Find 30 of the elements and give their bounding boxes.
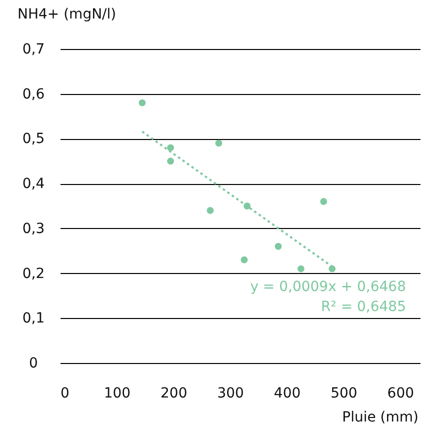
annotation: y = 0,0009x + 0,6468 (250, 279, 406, 295)
annotation: R² = 0,6485 (321, 299, 406, 315)
point (206, 207, 214, 214)
point (297, 265, 304, 272)
x-tick-label: 400 (274, 386, 301, 402)
point (167, 144, 174, 152)
x-tick-label: 300 (217, 386, 244, 402)
point (240, 256, 248, 264)
x-tick-label: 100 (104, 386, 131, 402)
point (138, 99, 146, 106)
x-tick-label: 0 (60, 386, 70, 402)
y-tick-label: 0,4 (22, 176, 45, 192)
point (244, 202, 251, 210)
y-axis-title: NH4+ (mgN/l) (18, 6, 116, 22)
y-tick-label: 0,7 (22, 42, 45, 58)
x-tick-label: 200 (160, 386, 188, 402)
y-tick-label: 0,2 (22, 266, 45, 282)
x-tick-label: 500 (330, 386, 358, 402)
point (215, 140, 222, 147)
y-tick-label: 0,1 (22, 310, 45, 327)
point (320, 198, 328, 205)
y-tick-label: 0,5 (22, 131, 45, 148)
x-tick-label: 600 (387, 386, 414, 402)
y-tick-label: 0,6 (22, 86, 45, 102)
y-tick-label: 0,3 (22, 220, 45, 237)
point (167, 158, 174, 165)
x-axis-title: Pluie (mm) (342, 410, 418, 426)
point (328, 265, 336, 272)
y-tick-label: 0 (29, 356, 38, 372)
point (274, 242, 282, 250)
